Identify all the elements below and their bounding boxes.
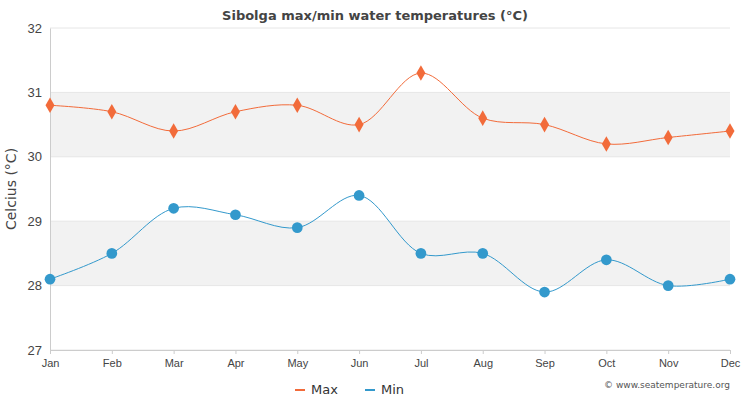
y-tick-label: 29 [28,214,42,229]
legend-label: Max [311,382,338,397]
legend-swatch [365,389,375,391]
series-marker [540,117,549,133]
x-tick-mark [112,350,113,354]
source-note: © www.seatemperature.org [604,380,730,390]
x-tick-label: Aug [473,357,493,369]
x-tick: May [287,350,308,369]
series-marker [416,65,425,81]
series-marker [416,248,427,259]
x-tick: Jun [351,350,369,369]
series-line [50,73,730,144]
plot-area [45,65,736,297]
series-marker [725,274,736,285]
grid-line [50,156,730,157]
grid-line [50,285,730,286]
x-tick-label: Oct [598,357,615,369]
series-marker [664,130,673,146]
legend-swatch [295,389,305,391]
x-tick-mark [668,350,669,354]
x-tick-mark [545,350,546,354]
x-tick-label: Jun [351,357,369,369]
x-tick-label: Sep [535,357,555,369]
x-tick: Nov [659,350,679,369]
series-marker [107,104,116,120]
grid-line [50,92,730,93]
series-marker [169,123,178,139]
x-tick: Mar [165,350,184,369]
x-tick: Apr [227,350,244,369]
y-tick: 30 [28,149,50,164]
y-tick: 27 [28,343,50,358]
x-axis-line [51,351,731,355]
chart-svg: 27 28 29 30 31 32 Jan Feb Mar Apr May Jun Jul Aug Sep O… [0,0,750,400]
x-tick: Aug [473,350,493,369]
x-tick-label: Feb [103,357,122,369]
series-marker [292,222,303,233]
series-marker [168,203,179,214]
x-tick-label: Jan [42,357,60,369]
grid-band [50,221,730,285]
series-marker [726,123,735,139]
y-axis-line [50,29,51,351]
x-tick-mark [359,350,360,354]
y-tick-label: 31 [28,85,42,100]
x-tick: Oct [598,350,615,369]
series-marker [355,117,364,133]
x-tick: Sep [535,350,555,369]
y-axis: 27 28 29 30 31 32 [28,21,51,358]
x-tick-label: Apr [227,357,244,369]
series-marker [663,280,674,291]
series-marker [45,274,56,285]
x-tick-mark [235,350,236,354]
x-tick-label: Jul [414,357,428,369]
grid-line [50,28,730,29]
series-marker [230,209,241,220]
series-marker [293,97,302,113]
x-tick-label: Nov [659,357,679,369]
x-axis: Jan Feb Mar Apr May Jun Jul Aug Sep Oct Nov Dec [42,350,741,369]
series-marker [354,190,365,201]
x-tick: Jul [414,350,428,369]
y-tick: 29 [28,214,50,229]
chart-title: Sibolga max/min water temperatures (°C) [222,8,528,23]
x-tick-mark [606,350,607,354]
series-marker [231,104,240,120]
y-tick-label: 32 [28,21,42,36]
grid-band [50,92,730,156]
x-tick-mark [174,350,175,354]
x-tick-mark [730,350,731,354]
x-tick-mark [50,350,51,354]
x-tick-mark [421,350,422,354]
x-tick-mark [297,350,298,354]
x-tick-mark [483,350,484,354]
y-tick-label: 28 [28,278,42,293]
y-axis-title: Celcius (°C) [3,148,19,230]
series-marker [106,248,117,259]
y-tick-label: 30 [28,149,42,164]
series-marker [477,248,488,259]
legend-label: Min [381,382,404,397]
grid [50,28,730,350]
series-marker [478,110,487,126]
series-marker [601,254,612,265]
x-tick-label: Mar [165,357,184,369]
x-tick: Dec [721,350,741,369]
chart-container: 27 28 29 30 31 32 Jan Feb Mar Apr May Jun Jul Aug Sep O… [0,0,750,400]
series-line [50,195,730,292]
x-tick-label: May [287,357,308,369]
y-tick-label: 27 [28,343,42,358]
y-tick: 31 [28,85,50,100]
x-tick: Jan [42,350,60,369]
series-marker [602,136,611,152]
x-tick: Feb [103,350,122,369]
legend: Max Min [295,382,404,397]
x-tick-label: Dec [721,357,741,369]
series-marker [539,287,550,298]
y-tick: 32 [28,21,50,36]
series-marker [46,97,55,113]
